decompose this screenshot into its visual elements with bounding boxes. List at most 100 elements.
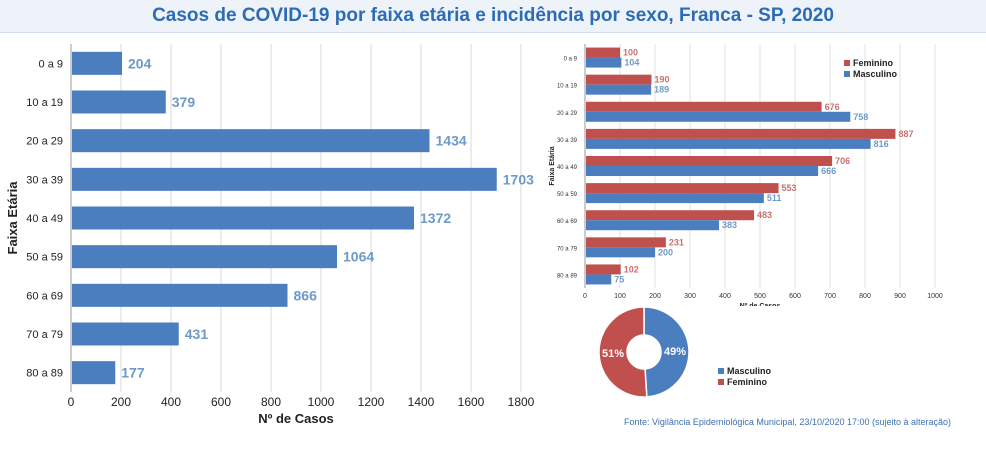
legend-label: Feminino [727,377,768,387]
data-label: 200 [658,247,673,257]
x-tick-label: 400 [161,395,181,409]
bar-masculino [586,57,622,68]
x-tick-label: 400 [719,293,731,300]
data-label: 431 [185,326,209,342]
legend-swatch [718,379,724,385]
legend-label: Masculino [727,366,772,376]
bar-feminino [586,264,621,275]
bar-feminino [586,47,620,58]
y-tick-label: 40 a 49 [557,165,578,171]
bar-masculino [586,166,819,176]
legend-swatch [844,60,850,66]
y-tick-label: 20 a 29 [26,136,63,148]
bar-masculino [586,274,612,285]
bar [72,322,179,346]
y-tick-label: 50 a 59 [26,252,63,264]
y-tick-label: 40 a 49 [26,213,63,225]
data-label: 383 [722,220,737,230]
page-title: Casos de COVID-19 por faixa etária e inc… [152,5,834,26]
pie-value-label: 51% [602,348,624,360]
y-tick-label: 20 a 29 [557,111,578,117]
data-label: 177 [121,365,145,381]
data-label: 75 [614,274,624,284]
legend-label: Masculino [853,69,898,79]
bar-feminino [586,237,666,248]
data-label: 1372 [420,210,451,226]
x-tick-label: 200 [649,293,661,300]
x-tick-label: 600 [789,293,801,300]
y-axis-title: Faixa Etária [549,146,556,185]
pie-value-label: 49% [664,346,686,358]
x-axis-title: Nº de Casos [740,303,781,306]
x-tick-label: 1000 [308,395,335,409]
y-tick-label: 10 a 19 [557,84,578,90]
y-tick-label: 60 a 69 [557,219,578,225]
x-tick-label: 800 [859,293,871,300]
data-label: 511 [767,193,782,203]
data-label: 104 [624,58,639,68]
bar-feminino [586,183,779,194]
pie-slice-masculino [643,306,690,398]
y-tick-label: 0 a 9 [39,58,63,70]
x-tick-label: 200 [111,395,131,409]
data-label: 100 [623,48,638,58]
y-tick-label: 60 a 69 [26,290,63,302]
data-label: 666 [821,166,836,176]
bar-masculino [586,138,871,149]
x-axis-title: Nº de Casos [258,411,334,426]
y-tick-label: 80 a 89 [557,273,578,279]
x-tick-label: 300 [684,293,696,300]
data-label: 1434 [436,133,467,149]
legend-label: Feminino [853,58,894,68]
bar-masculino [586,220,720,231]
bar [72,245,337,269]
bar [72,51,122,75]
y-axis-title: Faixa Etária [5,181,20,255]
x-tick-label: 700 [824,293,836,300]
x-tick-label: 0 [68,395,75,409]
x-tick-label: 1800 [508,395,535,409]
bar-feminino [586,74,652,85]
bar-masculino [586,84,652,95]
x-tick-label: 0 [583,293,587,300]
data-label: 102 [624,264,639,274]
data-label: 204 [128,55,152,71]
x-tick-label: 800 [261,395,281,409]
bar [72,167,497,191]
y-tick-label: 30 a 39 [557,138,578,144]
y-tick-label: 30 a 39 [26,174,63,186]
data-label: 483 [757,210,772,220]
bar-feminino [586,128,896,139]
bar [72,361,116,385]
source-note: Fonte: Vigilância Epidemiológica Municip… [624,417,952,427]
y-tick-label: 10 a 19 [26,97,63,109]
x-tick-label: 1600 [458,395,485,409]
bar [72,129,430,153]
data-label: 231 [669,237,684,247]
data-label: 866 [294,287,318,303]
bar-feminino [586,101,822,112]
y-tick-label: 0 a 9 [564,57,578,63]
data-label: 676 [825,102,840,112]
bar [72,206,414,230]
y-tick-label: 50 a 59 [557,192,578,198]
x-tick-label: 900 [894,293,906,300]
x-tick-label: 1200 [358,395,385,409]
data-label: 190 [655,75,670,85]
bar-feminino [586,210,755,221]
data-label: 379 [172,94,196,110]
bar-masculino [586,193,764,204]
data-label: 1064 [343,249,374,265]
bar [72,283,288,307]
x-tick-label: 100 [614,293,626,300]
y-tick-label: 70 a 79 [26,329,63,341]
data-label: 816 [874,139,889,149]
y-tick-label: 80 a 89 [26,368,63,380]
x-tick-label: 600 [211,395,231,409]
y-tick-label: 70 a 79 [557,246,578,252]
x-tick-label: 1400 [408,395,435,409]
data-label: 553 [782,183,797,193]
title-bar: Casos de COVID-19 por faixa etária e inc… [0,0,986,33]
bar-feminino [586,156,833,166]
